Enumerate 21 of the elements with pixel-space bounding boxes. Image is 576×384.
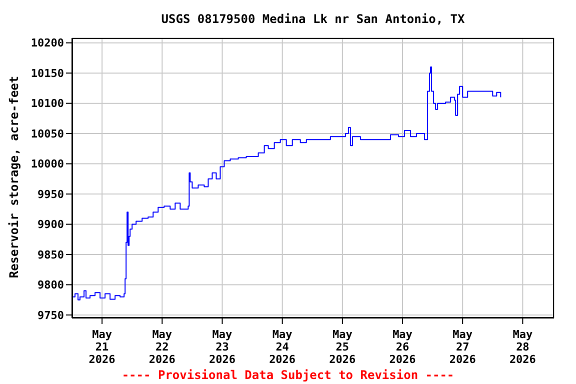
chart-title: USGS 08179500 Medina Lk nr San Antonio, TX	[160, 12, 466, 26]
x-tick-label: May 23 2026	[208, 328, 236, 366]
y-tick-label: 10000	[30, 158, 64, 171]
y-tick-label: 10050	[30, 127, 64, 140]
y-tick-label: 9750	[38, 308, 64, 322]
x-tick-label: May 24 2026	[269, 328, 296, 366]
y-tick-label: 10150	[30, 66, 64, 80]
x-tick-label: May 26 2026	[389, 328, 416, 366]
x-tick-label: May 28 2026	[509, 328, 536, 366]
x-tick-label: May 25 2026	[329, 328, 356, 366]
y-tick-label: 9950	[38, 188, 64, 201]
y-axis-title: Reservoir storage, acre-feet	[7, 74, 21, 280]
y-tick-label: 10200	[30, 36, 64, 50]
text: ---- Provisional Data Subject to Revision ----	[120, 368, 456, 382]
y-tick-label: 9850	[38, 248, 64, 262]
y-tick-label: 9800	[38, 278, 64, 292]
x-tick-label: May 21 2026	[88, 328, 116, 366]
x-tick-label: May 27 2026	[449, 328, 476, 366]
y-tick-label: 9900	[38, 218, 64, 232]
y-tick-label: 10100	[30, 97, 64, 110]
x-tick-label: May 22 2026	[148, 328, 176, 366]
